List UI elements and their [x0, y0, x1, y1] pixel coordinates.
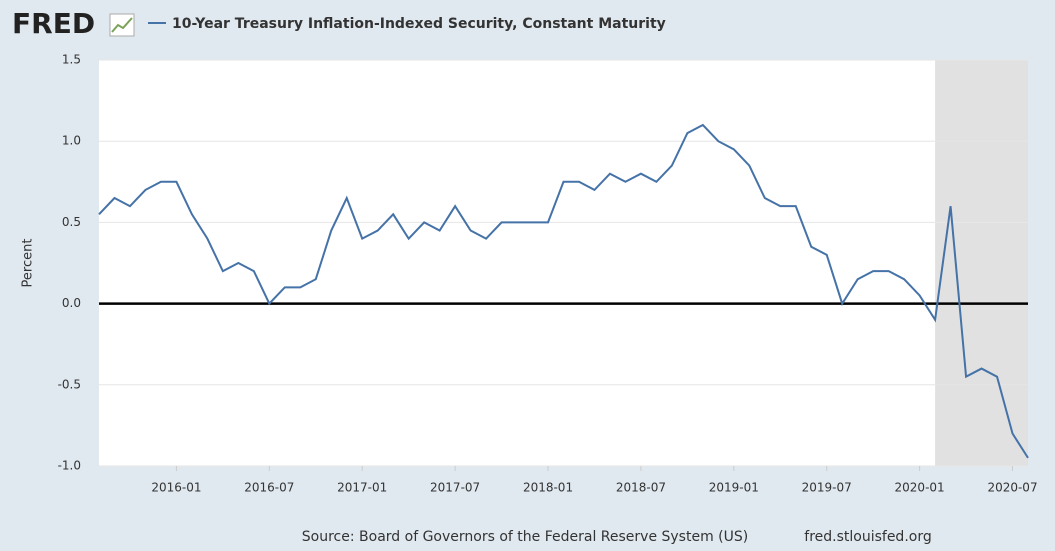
x-tick-label: 2018-01 [523, 481, 573, 495]
x-tick-label: 2020-07 [987, 481, 1037, 495]
x-tick-label: 2016-01 [151, 481, 201, 495]
y-tick-label: -0.5 [58, 377, 81, 391]
url: fred.stlouisfed.org [804, 529, 931, 545]
x-tick-label: 2019-07 [802, 481, 852, 495]
x-tick-label: 2020-01 [895, 481, 945, 495]
y-tick-label: 1.5 [62, 53, 81, 67]
plot-area [99, 60, 1028, 466]
data-line [98, 123, 1029, 459]
y-axis-label: Percent [21, 239, 36, 288]
y-tick-label: 1.0 [62, 134, 81, 148]
y-tick-label: -1.0 [58, 459, 81, 473]
recession-shading [935, 60, 1028, 466]
logo-icon [109, 13, 135, 37]
x-tick-label: 2017-01 [337, 481, 387, 495]
x-tick-label: 2019-01 [709, 481, 759, 495]
legend-label: 10-Year Treasury Inflation-Indexed Secur… [172, 16, 666, 32]
x-tick-label: 2018-07 [616, 481, 666, 495]
x-tick-label: 2017-07 [430, 481, 480, 495]
logo: FRED [12, 7, 95, 40]
y-tick-label: 0.0 [62, 296, 81, 310]
y-tick-label: 0.5 [62, 215, 81, 229]
x-tick-label: 2016-07 [244, 481, 294, 495]
source: Source: Board of Governors of the Federa… [302, 529, 748, 545]
